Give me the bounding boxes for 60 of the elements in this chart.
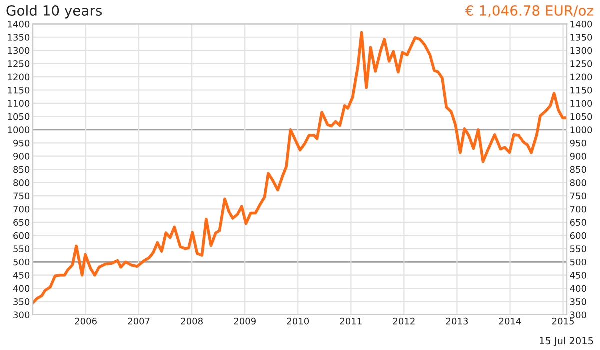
x-tick-label: 2014 — [499, 318, 522, 325]
x-tick-label: 2012 — [393, 318, 415, 325]
line-series — [33, 31, 567, 304]
y-tick-label: 1400 — [8, 20, 30, 28]
y-tick-label: 850 — [14, 166, 30, 174]
y2-tick-label: 450 — [570, 272, 586, 279]
y-tick-label: 1250 — [8, 60, 30, 68]
y-tick-label: 400 — [13, 285, 30, 292]
y2-tick-label: 800 — [570, 180, 586, 186]
chart-subtitle: € 1,046.78 EUR/oz — [465, 5, 594, 18]
y2-tick-label: 700 — [570, 206, 586, 213]
y2-tick-label: 900 — [570, 153, 586, 160]
y2-tick-label: 1250 — [570, 60, 592, 68]
x-tick-label: 2013 — [446, 318, 468, 325]
y-tick-label: 1350 — [8, 34, 30, 41]
y-tick-label: 1050 — [8, 113, 30, 120]
y2-tick-label: 950 — [570, 140, 586, 147]
y2-tick-label: 1400 — [570, 20, 592, 28]
x-tick-label: 2011 — [340, 318, 362, 325]
y2-tick-label: 1150 — [570, 86, 592, 94]
text: 15 Jul 2015 — [540, 337, 594, 346]
y2-tick-label: 850 — [570, 166, 586, 174]
y-tick-label: 450 — [13, 272, 30, 279]
y2-tick-label: 1100 — [570, 100, 592, 108]
y2-tick-label: 1000 — [570, 126, 592, 134]
y-tick-label: 300 — [14, 312, 30, 319]
y-tick-label: 750 — [14, 192, 30, 200]
y2-tick-label: 650 — [570, 219, 586, 226]
x-tick-label: 2006 — [75, 318, 97, 325]
y-tick-label: 700 — [14, 206, 30, 213]
x-tick-label: 2009 — [234, 318, 256, 325]
x-tick-label: 2015 — [552, 318, 574, 325]
y2-tick-label: 400 — [570, 285, 586, 292]
y-tick-label: 350 — [14, 298, 30, 306]
y2-tick-label: 350 — [570, 298, 586, 306]
y2-tick-label: 600 — [570, 232, 586, 240]
y2-tick-label: 1050 — [570, 113, 592, 120]
y-tick-label: 900 — [14, 153, 30, 160]
y2-tick-label: 750 — [570, 192, 586, 200]
y2-tick-label: 500 — [570, 258, 586, 266]
y-tick-label: 1200 — [8, 74, 30, 81]
x-tick-label: 2008 — [181, 318, 203, 325]
y-tick-label: 950 — [14, 140, 30, 147]
y-tick-label: 1300 — [8, 47, 30, 54]
chart-title: Gold 10 years — [6, 5, 102, 19]
y-tick-label: 800 — [14, 180, 30, 186]
y2-tick-label: 550 — [570, 246, 586, 252]
y-tick-label: 550 — [14, 246, 30, 252]
y-tick-label: 1000 — [8, 126, 30, 134]
y-tick-label: 650 — [14, 219, 30, 226]
y-tick-label: 1150 — [8, 86, 30, 94]
x-tick-label: 2010 — [287, 318, 310, 325]
y2-tick-label: 1300 — [570, 47, 592, 54]
y-tick-label: 600 — [14, 232, 30, 240]
y-tick-label: 500 — [14, 258, 30, 266]
y-tick-label: 1100 — [8, 100, 30, 108]
x-tick-label: 2007 — [128, 318, 150, 325]
y2-tick-label: 1350 — [570, 34, 592, 41]
y2-tick-label: 300 — [570, 312, 586, 319]
y2-tick-label: 1200 — [570, 74, 592, 81]
